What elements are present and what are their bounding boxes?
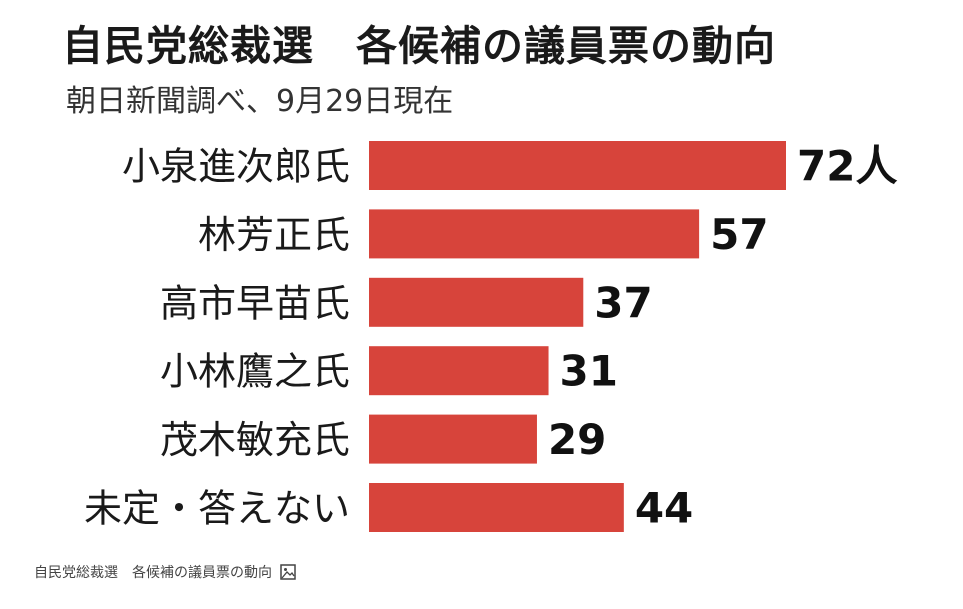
data-label: 72人: [797, 142, 897, 191]
data-label: 57: [710, 210, 768, 259]
data-label: 29: [548, 415, 606, 464]
data-label: 37: [594, 278, 652, 327]
bar: [369, 277, 584, 327]
figure-caption: 自民党総裁選 各候補の議員票の動向: [34, 562, 296, 582]
data-label: 31: [560, 347, 618, 396]
bar: [369, 483, 624, 532]
caption-text: 自民党総裁選 各候補の議員票の動向: [34, 565, 272, 581]
category-label: 高市早苗氏: [160, 281, 350, 325]
image-icon[interactable]: [280, 564, 296, 580]
bar: [369, 209, 700, 259]
category-label: 林芳正氏: [198, 213, 350, 257]
chart-figure: 自民党総裁選 各候補の議員票の動向 朝日新聞調べ、9月29日現在 小泉進次郎氏 7…: [62, 22, 898, 533]
data-label: 44: [635, 484, 693, 533]
bar: [369, 141, 786, 190]
chart-title: 自民党総裁選 各候補の議員票の動向: [62, 22, 776, 70]
chart-subtitle: 朝日新聞調べ、9月29日現在: [66, 84, 454, 119]
category-label: 茂木敏充氏: [160, 418, 350, 462]
bar: [369, 414, 537, 464]
category-label: 小林鷹之氏: [160, 350, 350, 394]
category-label: 未定・答えない: [84, 487, 350, 531]
bar: [369, 346, 549, 396]
category-label: 小泉進次郎氏: [122, 145, 350, 189]
